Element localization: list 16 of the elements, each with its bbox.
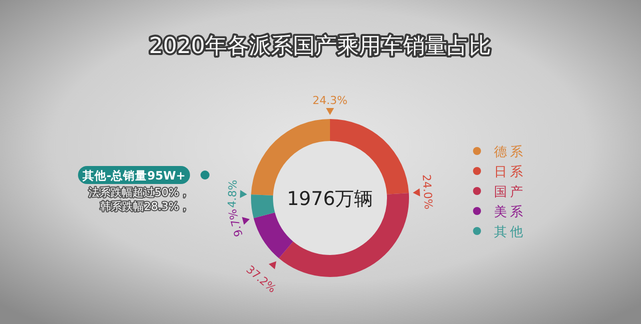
legend-label: 美系 bbox=[494, 204, 526, 220]
donut-slice bbox=[254, 212, 294, 258]
text: 韩系跌幅28.3%， bbox=[100, 200, 190, 213]
legend-label: 其他 bbox=[494, 225, 526, 240]
data-label: 4.8% bbox=[225, 179, 240, 208]
legend-label: 日系 bbox=[494, 165, 526, 180]
legend-label: 德系 bbox=[494, 145, 526, 160]
donut-slice bbox=[251, 194, 275, 218]
data-label: 24.3% bbox=[312, 94, 348, 107]
chart-title: 2020年各派系国产乘用车销量占比 bbox=[149, 34, 491, 59]
data-label: 9.7% bbox=[226, 208, 246, 238]
text: 1976万辆 bbox=[286, 188, 374, 210]
data-label: 24.0% bbox=[420, 174, 435, 210]
legend-label: 国产 bbox=[494, 185, 526, 200]
text: 法系跌幅超过50%， bbox=[88, 186, 190, 199]
text: 其他-总销量95W+ bbox=[81, 168, 186, 182]
